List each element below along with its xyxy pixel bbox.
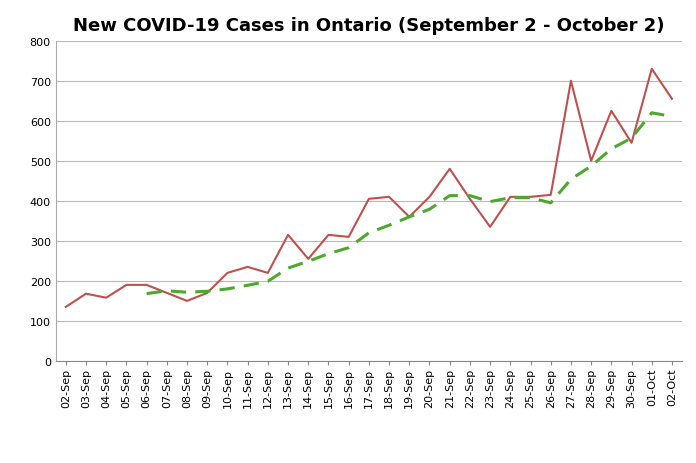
Title: New COVID-19 Cases in Ontario (September 2 - October 2): New COVID-19 Cases in Ontario (September… bbox=[73, 17, 665, 35]
